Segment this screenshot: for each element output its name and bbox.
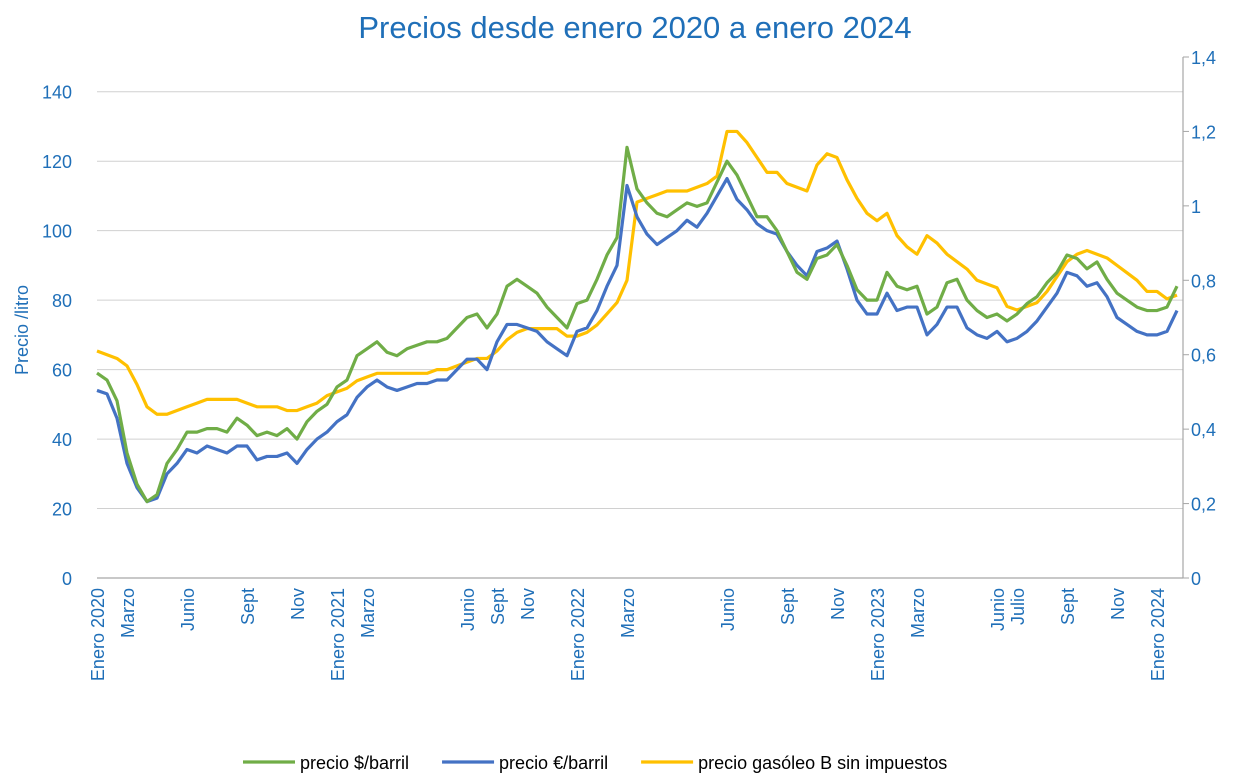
- y-tick-label: 80: [52, 291, 72, 311]
- x-tick-label: Junio: [458, 588, 478, 631]
- x-tick-label: Enero 2021: [328, 588, 348, 681]
- y-tick-label: 60: [52, 361, 72, 381]
- x-tick-label: Nov: [518, 588, 538, 620]
- y-tick-label: 120: [42, 152, 72, 172]
- y-tick-label: 40: [52, 430, 72, 450]
- y-tick-label: 100: [42, 222, 72, 242]
- y2-tick-label: 1,4: [1191, 48, 1216, 68]
- chart-title: Precios desde enero 2020 a enero 2024: [358, 10, 911, 45]
- legend-label: precio gasóleo B sin impuestos: [698, 753, 947, 773]
- x-tick-label: Sept: [1058, 588, 1078, 625]
- y2-tick-label: 0,4: [1191, 420, 1216, 440]
- y2-tick-label: 0,8: [1191, 271, 1216, 291]
- x-tick-label: Nov: [1108, 588, 1128, 620]
- x-tick-label: Junio: [718, 588, 738, 631]
- x-tick-label: Junio: [178, 588, 198, 631]
- y2-tick-label: 1,2: [1191, 122, 1216, 142]
- x-tick-label: Junio: [988, 588, 1008, 631]
- x-tick-label: Sept: [778, 588, 798, 625]
- x-tick-label: Marzo: [618, 588, 638, 638]
- x-tick-label: Julio: [1008, 588, 1028, 625]
- legend-label: precio €/barril: [499, 753, 608, 773]
- series-line: [96, 145, 1179, 504]
- x-tick-label: Enero 2023: [868, 588, 888, 681]
- y2-tick-label: 0,2: [1191, 495, 1216, 515]
- y-axis-label: Precio /litro: [12, 285, 32, 375]
- series-line: [96, 129, 1178, 416]
- x-tick-label: Marzo: [358, 588, 378, 638]
- x-tick-label: Marzo: [118, 588, 138, 638]
- y-tick-label: 140: [42, 83, 72, 103]
- x-tick-label: Enero 2020: [88, 588, 108, 681]
- x-tick-label: Enero 2022: [568, 588, 588, 681]
- y2-tick-label: 0,6: [1191, 346, 1216, 366]
- y2-tick-label: 1: [1191, 197, 1201, 217]
- x-tick-label: Marzo: [908, 588, 928, 638]
- x-tick-label: Nov: [828, 588, 848, 620]
- y-tick-label: 20: [52, 500, 72, 520]
- x-tick-label: Enero 2024: [1148, 588, 1168, 681]
- y2-tick-label: 0: [1191, 569, 1201, 589]
- x-tick-label: Nov: [288, 588, 308, 620]
- x-tick-label: Sept: [238, 588, 258, 625]
- legend-label: precio $/barril: [300, 753, 409, 773]
- series-line: [96, 176, 1179, 504]
- y-tick-label: 0: [62, 569, 72, 589]
- x-tick-label: Sept: [488, 588, 508, 625]
